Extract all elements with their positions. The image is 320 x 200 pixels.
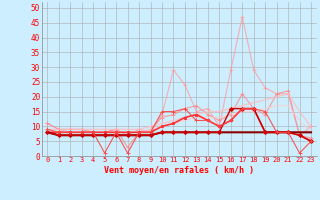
X-axis label: Vent moyen/en rafales ( km/h ): Vent moyen/en rafales ( km/h )	[104, 166, 254, 175]
